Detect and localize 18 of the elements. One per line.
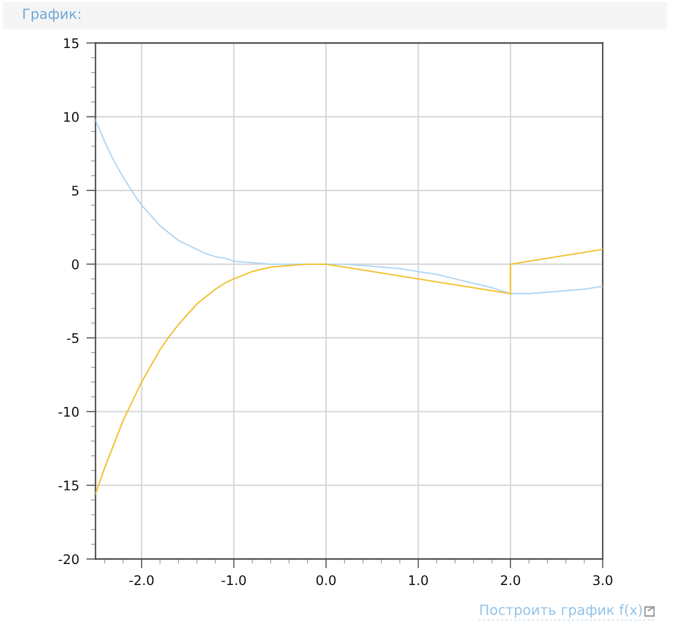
- x-tick-label: 2.0: [500, 575, 520, 586]
- line-series: [96, 248, 603, 495]
- y-tick-label: -5: [67, 333, 78, 344]
- y-tick-label: -10: [58, 406, 79, 417]
- x-tick-label: 1.0: [409, 575, 428, 586]
- line-series: [96, 118, 603, 294]
- x-tick-label: 3.0: [593, 575, 612, 586]
- y-tick-label: 15: [64, 38, 78, 48]
- y-tick-label: -15: [58, 480, 78, 490]
- text: Построить график f(x): [480, 604, 642, 618]
- chart-title: График:: [23, 8, 80, 22]
- y-tick-label: 10: [64, 112, 79, 122]
- y-tick-label: 5: [72, 186, 78, 196]
- x-tick-label: 0.0: [316, 575, 336, 586]
- x-tick-label: -2.0: [129, 575, 154, 586]
- y-tick-label: -20: [58, 554, 79, 564]
- y-tick-label: 0: [72, 259, 79, 270]
- x-tick-label: -1.0: [222, 575, 246, 586]
